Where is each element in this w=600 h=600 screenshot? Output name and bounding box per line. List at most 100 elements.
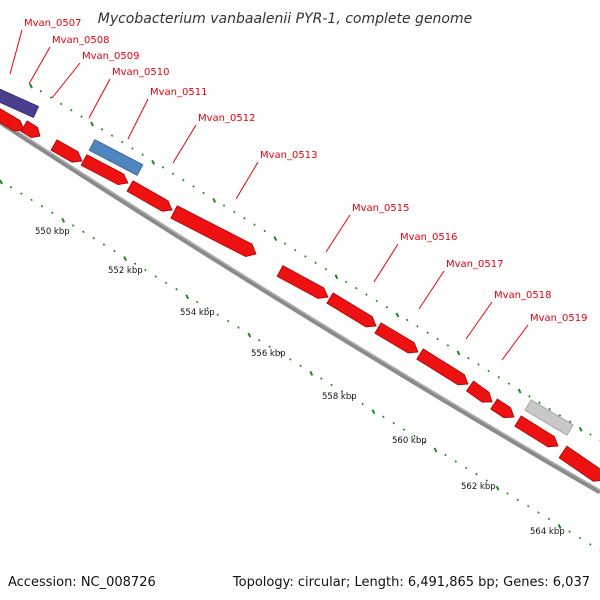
scale-tick (222, 204, 226, 207)
gene-label[interactable]: Mvan_0516 (400, 232, 457, 243)
cds-feature-arrow[interactable] (326, 292, 377, 328)
scale-tick (405, 318, 409, 322)
scale-tick (568, 420, 572, 423)
scale-tick (154, 275, 158, 278)
scale-tick (102, 243, 106, 246)
scale-tick (257, 339, 261, 342)
feature-block[interactable] (88, 139, 144, 176)
gene-label[interactable]: Mvan_0513 (260, 150, 317, 161)
scale-tick (232, 210, 236, 214)
cds-feature-arrow[interactable] (276, 265, 329, 299)
feature-block[interactable] (524, 399, 574, 436)
scale-tick (433, 447, 438, 453)
kbp-label: 562 kbp (461, 482, 496, 492)
cds-feature-arrow[interactable] (416, 348, 469, 386)
gene-label-leader (235, 161, 259, 200)
scale-tick (268, 345, 271, 348)
scale-tick (382, 415, 385, 419)
gene-label[interactable]: Mvan_0518 (494, 290, 551, 301)
gene-label[interactable]: Mvan_0515 (352, 203, 409, 214)
cds-feature-arrow[interactable] (126, 180, 173, 212)
scale-tick (151, 159, 155, 165)
scale-tick (90, 121, 94, 127)
scale-tick (355, 286, 358, 290)
scale-tick (202, 191, 205, 195)
scale-tick (59, 102, 63, 106)
gene-label[interactable]: Mvan_0507 (24, 18, 81, 29)
scale-tick (226, 319, 230, 323)
scale-tick (70, 108, 73, 112)
scale-tick (113, 249, 116, 253)
cds-feature-arrow[interactable] (490, 398, 515, 419)
scale-tick (110, 134, 114, 137)
scale-tick (578, 426, 583, 432)
scale-tick (351, 396, 354, 399)
scale-tick (192, 185, 195, 188)
scale-tick (467, 356, 470, 360)
cds-feature-arrow[interactable] (80, 154, 129, 186)
kbp-label: 550 kbp (35, 227, 70, 237)
gene-label-leader (373, 243, 399, 283)
scale-tick (589, 543, 592, 546)
scale-tick (475, 472, 478, 476)
gene-label[interactable]: Mvan_0509 (82, 51, 139, 62)
scale-tick (558, 414, 562, 417)
kbp-label: 554 kbp (180, 308, 215, 318)
scale-tick (344, 280, 348, 284)
scale-tick (0, 179, 3, 185)
gene-label[interactable]: Mvan_0510 (112, 67, 169, 78)
scale-tick (30, 198, 33, 202)
scale-tick (365, 293, 368, 296)
scale-tick (164, 281, 168, 285)
cds-feature-arrow[interactable] (465, 380, 493, 403)
scale-tick (456, 350, 461, 356)
scale-tick (82, 230, 85, 234)
cds-feature-arrow[interactable] (20, 120, 41, 139)
scale-tick (537, 511, 540, 514)
scale-tick (29, 83, 33, 89)
scale-tick (526, 504, 530, 508)
scale-tick (247, 332, 252, 338)
scale-tick (454, 460, 458, 463)
scale-tick (123, 256, 127, 262)
gene-label-leader (9, 29, 23, 75)
gene-label-leader (501, 324, 529, 361)
scale-tick (395, 312, 400, 318)
kbp-label: 552 kbp (108, 266, 143, 276)
scale-tick (371, 409, 376, 415)
cds-feature-arrow[interactable] (558, 445, 600, 482)
gene-label[interactable]: Mvan_0512 (198, 113, 255, 124)
kbp-label: 564 kbp (530, 527, 565, 537)
gene-label[interactable]: Mvan_0517 (446, 259, 503, 270)
cds-feature-arrow[interactable] (514, 415, 559, 448)
scale-tick (185, 294, 190, 300)
scale-tick (340, 390, 344, 393)
gene-label[interactable]: Mvan_0511 (150, 87, 207, 98)
kbp-label: 560 kbp (392, 436, 427, 446)
scale-tick (80, 115, 83, 118)
scale-tick (547, 517, 551, 521)
accession-text: Accession: NC_008726 (8, 575, 156, 590)
scale-tick (334, 274, 339, 280)
feature-block[interactable] (0, 88, 40, 119)
gene-label[interactable]: Mvan_0508 (52, 35, 109, 46)
scale-tick (548, 407, 551, 411)
cds-feature-arrow[interactable] (374, 322, 419, 354)
scale-tick (497, 375, 501, 379)
gene-label[interactable]: Mvan_0519 (530, 313, 587, 324)
scale-tick (309, 370, 314, 376)
scale-tick (71, 224, 75, 227)
scale-tick (517, 388, 522, 394)
scale-tick (464, 466, 468, 470)
scale-tick (392, 421, 395, 425)
cds-feature-arrow[interactable] (50, 139, 83, 163)
scale-tick (175, 287, 178, 291)
scale-tick (283, 242, 287, 245)
topology-summary: Topology: circular; Length: 6,491,865 bp… (232, 575, 590, 590)
kbp-label: 558 kbp (322, 392, 357, 402)
cds-feature-arrow[interactable] (170, 205, 257, 258)
cds-feature-arrow[interactable] (0, 107, 25, 132)
scale-tick (133, 262, 137, 265)
scale-tick (293, 248, 297, 252)
